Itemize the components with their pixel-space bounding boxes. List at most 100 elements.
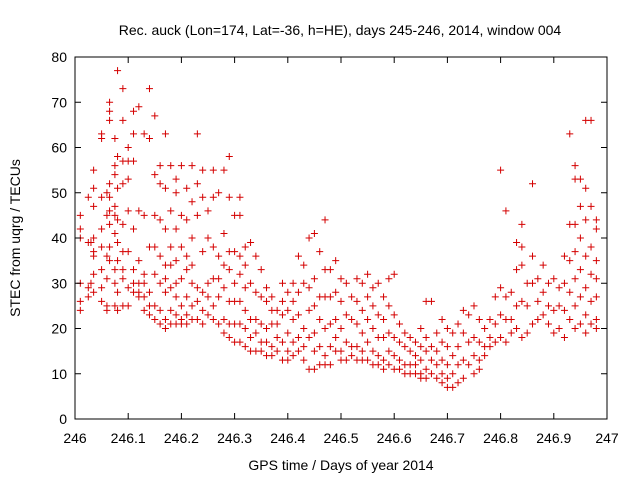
data-point <box>475 356 483 364</box>
data-point <box>124 144 132 151</box>
data-point <box>300 325 308 332</box>
data-point <box>497 334 505 342</box>
data-point <box>98 243 106 251</box>
data-point <box>106 107 114 115</box>
data-point <box>193 130 201 138</box>
data-point <box>380 293 388 301</box>
data-point <box>560 252 568 260</box>
data-point <box>257 266 265 274</box>
data-point <box>582 311 590 319</box>
data-point <box>422 365 430 373</box>
data-point <box>199 288 207 296</box>
data-point <box>220 229 228 237</box>
data-point <box>417 325 425 332</box>
data-point <box>523 302 531 310</box>
data-point <box>273 334 281 342</box>
data-point <box>183 216 191 224</box>
data-point <box>353 320 361 328</box>
data-point <box>592 315 600 323</box>
data-point <box>380 356 388 364</box>
data-point <box>215 189 223 197</box>
data-point <box>443 361 451 369</box>
data-point <box>199 320 207 328</box>
data-point <box>215 293 223 301</box>
data-point <box>111 279 119 287</box>
data-point <box>438 356 446 364</box>
data-point <box>369 302 377 310</box>
data-point <box>215 320 223 328</box>
data-point <box>576 202 584 210</box>
data-point <box>326 343 334 351</box>
data-point <box>103 306 111 314</box>
data-point <box>374 352 382 360</box>
data-point <box>582 329 590 337</box>
data-point <box>278 311 286 319</box>
data-point <box>576 175 584 183</box>
data-point <box>459 356 467 364</box>
data-point <box>183 184 191 192</box>
data-point <box>114 67 122 75</box>
data-point <box>241 284 249 292</box>
x-tick-label: 246.8 <box>483 430 518 446</box>
data-point <box>459 306 467 314</box>
data-point <box>560 279 568 287</box>
data-point <box>204 207 212 215</box>
data-point <box>310 329 318 337</box>
data-point <box>257 320 265 328</box>
data-point <box>300 343 308 351</box>
data-point <box>390 352 398 360</box>
data-point <box>177 275 185 283</box>
data-point <box>401 343 409 351</box>
data-point <box>151 243 159 251</box>
data-point <box>529 320 537 328</box>
data-point <box>209 166 217 174</box>
data-point <box>289 338 297 346</box>
data-point <box>321 325 329 332</box>
data-point <box>135 257 143 265</box>
data-point <box>284 329 292 337</box>
data-point <box>385 329 393 337</box>
data-point <box>592 225 600 233</box>
data-point <box>90 202 98 210</box>
data-point <box>111 134 119 142</box>
data-point <box>263 325 271 332</box>
data-point <box>98 193 106 201</box>
data-point <box>151 211 159 219</box>
data-point <box>289 315 297 323</box>
data-point <box>587 116 595 124</box>
data-point <box>433 361 441 369</box>
data-point <box>396 320 404 328</box>
data-point <box>486 334 494 342</box>
chart-title: Rec. auck (Lon=174, Lat=-36, h=HE), days… <box>119 22 562 38</box>
data-point <box>576 234 584 242</box>
data-point <box>411 352 419 360</box>
x-tick-label: 247 <box>595 430 619 446</box>
data-point <box>215 275 223 283</box>
data-point <box>364 293 372 301</box>
data-point <box>459 374 467 382</box>
data-point <box>106 180 114 188</box>
data-point <box>76 297 84 305</box>
data-point <box>119 180 127 188</box>
data-point <box>310 347 318 355</box>
data-point <box>289 352 297 360</box>
data-point <box>390 334 398 342</box>
data-point <box>289 279 297 287</box>
data-point <box>124 284 132 292</box>
data-point <box>518 334 526 342</box>
data-point <box>513 325 521 332</box>
data-point <box>454 379 462 387</box>
data-point <box>513 302 521 310</box>
data-point <box>114 257 122 265</box>
data-point <box>220 284 228 292</box>
data-point <box>502 207 510 215</box>
data-point <box>289 297 297 305</box>
data-point <box>550 275 558 283</box>
data-point <box>380 365 388 373</box>
data-point <box>587 243 595 251</box>
data-point <box>161 325 169 332</box>
data-point <box>374 311 382 319</box>
data-point <box>326 266 334 274</box>
data-point <box>199 166 207 174</box>
data-point <box>124 302 132 310</box>
